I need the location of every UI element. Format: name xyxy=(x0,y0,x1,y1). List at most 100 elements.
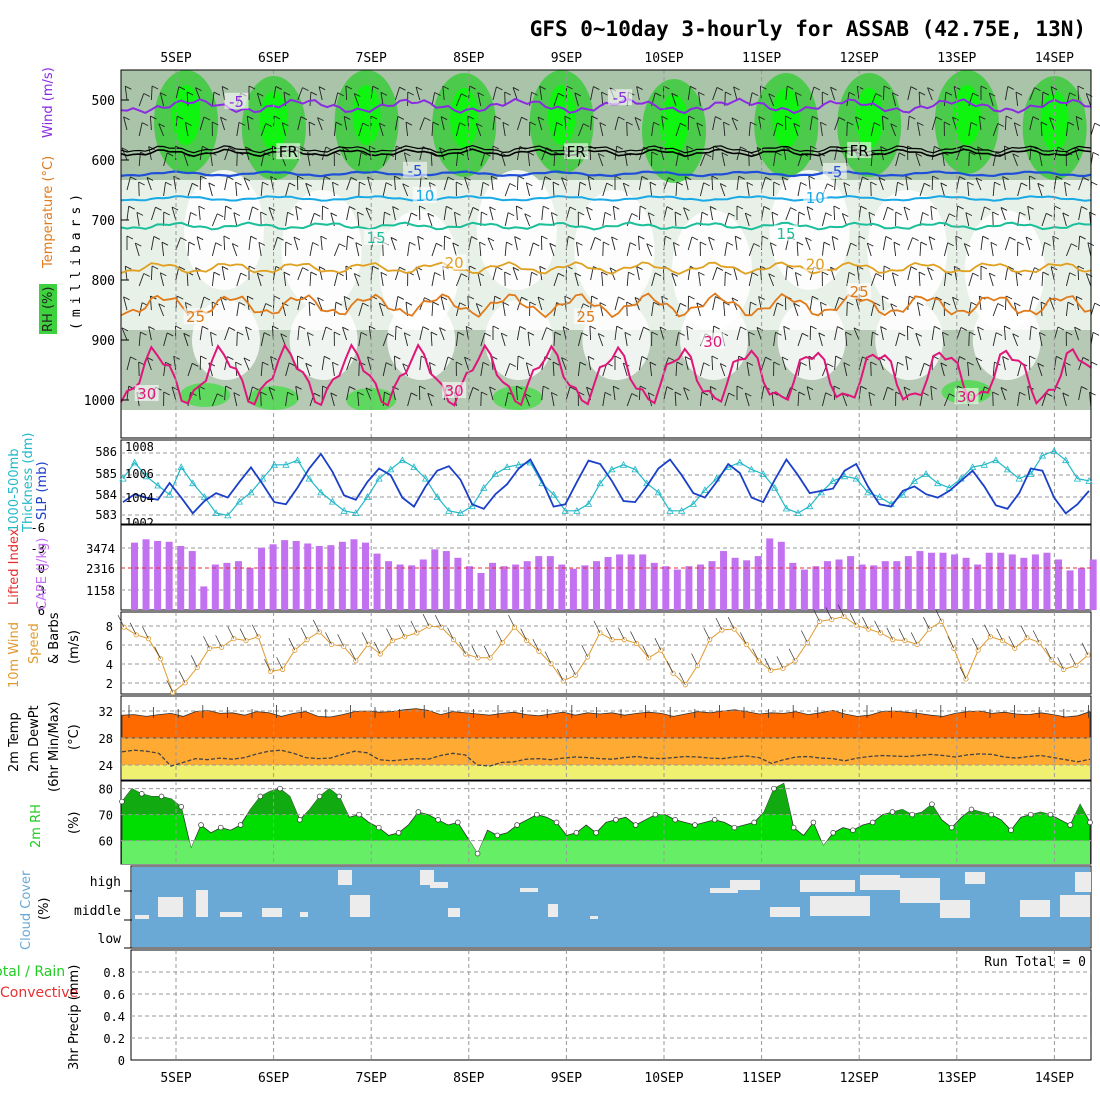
thickness-marker xyxy=(200,493,209,500)
wind-barb-flag xyxy=(380,91,388,96)
contour-label-bg xyxy=(224,92,249,109)
wind-barb-flag xyxy=(277,236,284,241)
wind-barb xyxy=(345,266,348,281)
wind-barb xyxy=(980,206,985,221)
wind-barb-flag xyxy=(362,302,369,307)
wind-barb xyxy=(646,243,653,257)
thickness-marker xyxy=(910,477,919,484)
wind-barb-flag xyxy=(848,91,856,96)
wind-barb-flag xyxy=(952,296,959,301)
wind-barb-flag xyxy=(247,115,254,120)
wind-barb-flag xyxy=(307,332,314,336)
wind-barb xyxy=(124,86,128,101)
wind-barb-flag xyxy=(947,242,954,247)
wind-barb xyxy=(221,86,226,101)
contour-label: 15 xyxy=(367,229,386,247)
cape-bar xyxy=(142,539,150,610)
cloud-block xyxy=(770,907,800,917)
wind10-barb xyxy=(386,628,393,641)
wind-barb-flag xyxy=(367,356,374,361)
wind-barb xyxy=(148,326,152,341)
wind-barb-flag xyxy=(175,325,182,330)
pressure-tick-label: 800 xyxy=(92,274,115,289)
wind-barb-flag xyxy=(975,177,983,182)
wind-barb-flag xyxy=(892,272,899,277)
wind-barb-flag xyxy=(324,355,331,360)
wind-barb-flag xyxy=(574,92,582,97)
wind-barb-flag xyxy=(850,242,857,247)
dewpoint-line xyxy=(121,749,1091,767)
wind-barb-flag xyxy=(476,303,483,307)
wind-barb-flag xyxy=(771,211,779,216)
wind-barb-flag xyxy=(716,87,724,91)
wind-barb xyxy=(245,326,250,341)
thickness-marker xyxy=(596,479,604,487)
wind-barb xyxy=(698,92,701,107)
wind-barb xyxy=(675,152,680,167)
wind-barb xyxy=(882,207,888,221)
wind-barb-flag xyxy=(654,92,662,97)
wind-barb xyxy=(785,207,791,221)
wind-barb-flag xyxy=(186,91,194,96)
wind-barb xyxy=(370,266,374,281)
rh-dry-pocket-low xyxy=(875,300,944,380)
wind-barb xyxy=(748,332,750,347)
wind-barb-flag xyxy=(146,357,154,361)
wind-barb-flag xyxy=(786,265,794,270)
wind-barb xyxy=(224,206,227,221)
cape-bar xyxy=(269,544,277,610)
wind-barb xyxy=(317,117,323,131)
wind-barb-flag xyxy=(905,355,912,360)
wind-barb-flag xyxy=(489,386,496,391)
wind-barb xyxy=(626,302,628,317)
wind-barb-flag xyxy=(793,302,800,307)
wind-barb-flag xyxy=(243,357,251,362)
wind-barb-flag xyxy=(586,206,593,211)
temp-label-2: 2m DewPt xyxy=(27,705,42,772)
wind-barb-flag xyxy=(343,296,351,300)
wind-barb-flag xyxy=(825,212,832,217)
wind-barb xyxy=(1029,326,1032,341)
wind-barb xyxy=(516,356,519,371)
wind-barb xyxy=(930,206,933,221)
wind10-barb xyxy=(508,614,515,628)
rh2m-marker xyxy=(534,811,540,818)
wind-barb-flag xyxy=(912,237,919,242)
thickness-marker xyxy=(375,474,383,482)
wind-barb xyxy=(574,272,579,287)
wind-barb-flag xyxy=(628,271,635,276)
wind10-barb xyxy=(1069,653,1077,666)
thickness-marker xyxy=(1038,451,1047,459)
wind-barb xyxy=(698,272,701,287)
precip-tick: 0.4 xyxy=(103,1010,125,1024)
wind-barb xyxy=(905,176,909,191)
thickness-marker xyxy=(328,497,337,505)
wind-barb-flag xyxy=(320,235,328,240)
wind-barb-flag xyxy=(934,145,941,150)
wind-barb-flag xyxy=(260,391,267,396)
wind-barb-flag xyxy=(192,362,199,367)
wind-barb xyxy=(561,357,567,371)
wind-barb xyxy=(537,116,543,131)
wind-barb xyxy=(281,122,287,137)
wind-barb xyxy=(992,182,995,197)
wind-barb-flag xyxy=(1069,92,1076,97)
wind-barb xyxy=(537,296,543,311)
wind-barb-flag xyxy=(688,295,695,300)
cape-bar xyxy=(916,551,924,610)
wind-barb xyxy=(980,386,985,401)
rh-legend-swatch xyxy=(39,284,57,334)
cape-bar xyxy=(327,545,335,610)
cape-bar xyxy=(1031,554,1039,610)
wind-barb-flag xyxy=(537,116,545,121)
wind-barb-flag xyxy=(183,332,190,337)
wind-barb xyxy=(552,362,555,377)
wind-barb-flag xyxy=(1064,181,1071,186)
wind-barb xyxy=(952,297,958,311)
wind-barb xyxy=(748,302,751,317)
wind-barb-flag xyxy=(634,117,642,121)
wind-barb xyxy=(198,206,201,221)
wind-barb-flag xyxy=(942,331,949,336)
rh2m-marker xyxy=(474,850,481,857)
wind-barb-flag xyxy=(726,241,734,246)
